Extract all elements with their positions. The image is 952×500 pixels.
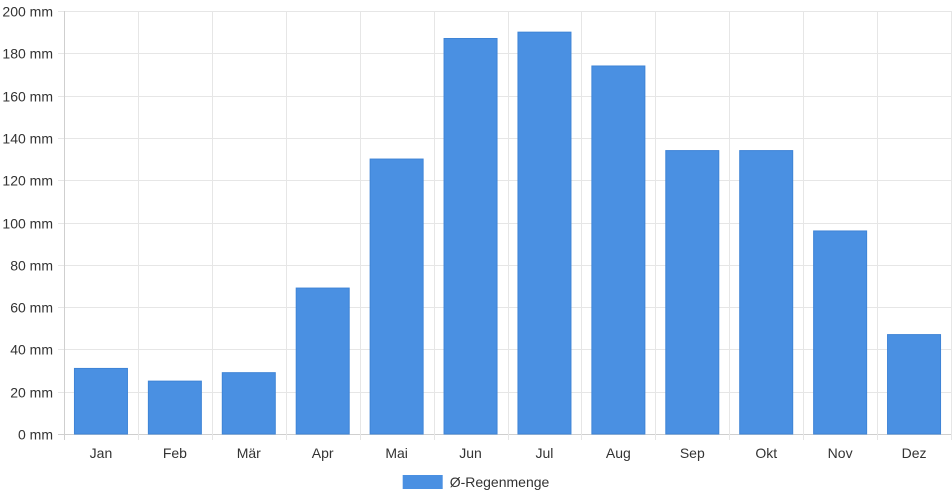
y-tick-label: 140 mm bbox=[2, 131, 53, 147]
y-tick-label: 60 mm bbox=[10, 300, 53, 316]
bar-Mai[interactable] bbox=[369, 158, 424, 435]
bar-Aug[interactable] bbox=[591, 65, 646, 435]
bar-Apr[interactable] bbox=[295, 287, 350, 435]
x-tick-label: Apr bbox=[312, 445, 334, 461]
grid-lines bbox=[58, 11, 952, 440]
bar-Okt[interactable] bbox=[739, 150, 794, 435]
bar-Jan[interactable] bbox=[73, 367, 128, 435]
y-tick-label: 20 mm bbox=[10, 385, 53, 401]
y-tick-label: 40 mm bbox=[10, 342, 53, 358]
x-tick-label: Aug bbox=[606, 445, 631, 461]
bar-Mär[interactable] bbox=[221, 372, 276, 435]
bar-Jul[interactable] bbox=[517, 31, 572, 435]
y-tick-label: 0 mm bbox=[18, 427, 53, 443]
legend[interactable]: Ø-Regenmenge bbox=[402, 474, 550, 490]
bar-Sep[interactable] bbox=[665, 150, 720, 435]
x-tick-label: Jan bbox=[90, 445, 113, 461]
bar-Dez[interactable] bbox=[887, 334, 942, 435]
x-tick-label: Mär bbox=[237, 445, 261, 461]
y-tick-label: 160 mm bbox=[2, 89, 53, 105]
y-axis-ticks: 0 mm 20 mm 40 mm 60 mm 80 mm 100 mm 120 mm 140 … bbox=[2, 4, 53, 443]
bar-Nov[interactable] bbox=[813, 230, 868, 435]
bars bbox=[73, 31, 942, 435]
y-tick-label: 80 mm bbox=[10, 258, 53, 274]
x-tick-label: Feb bbox=[163, 445, 187, 461]
x-tick-label: Nov bbox=[828, 445, 853, 461]
x-tick-label: Jun bbox=[459, 445, 482, 461]
x-tick-label: Dez bbox=[902, 445, 927, 461]
x-tick-label: Okt bbox=[755, 445, 777, 461]
y-tick-label: 120 mm bbox=[2, 173, 53, 189]
legend-label[interactable]: Ø-Regenmenge bbox=[450, 474, 550, 490]
y-tick-label: 200 mm bbox=[2, 4, 53, 20]
x-tick-label: Jul bbox=[536, 445, 554, 461]
legend-swatch[interactable] bbox=[402, 475, 443, 489]
x-tick-label: Mai bbox=[385, 445, 408, 461]
y-tick-label: 100 mm bbox=[2, 216, 53, 232]
y-tick-label: 180 mm bbox=[2, 46, 53, 62]
bar-Feb[interactable] bbox=[147, 380, 202, 435]
x-axis-ticks: Jan Feb Mär Apr Mai Jun Jul Aug Sep Okt Nov Dez bbox=[90, 445, 927, 461]
x-tick-label: Sep bbox=[680, 445, 705, 461]
bar-Jun[interactable] bbox=[443, 37, 498, 435]
